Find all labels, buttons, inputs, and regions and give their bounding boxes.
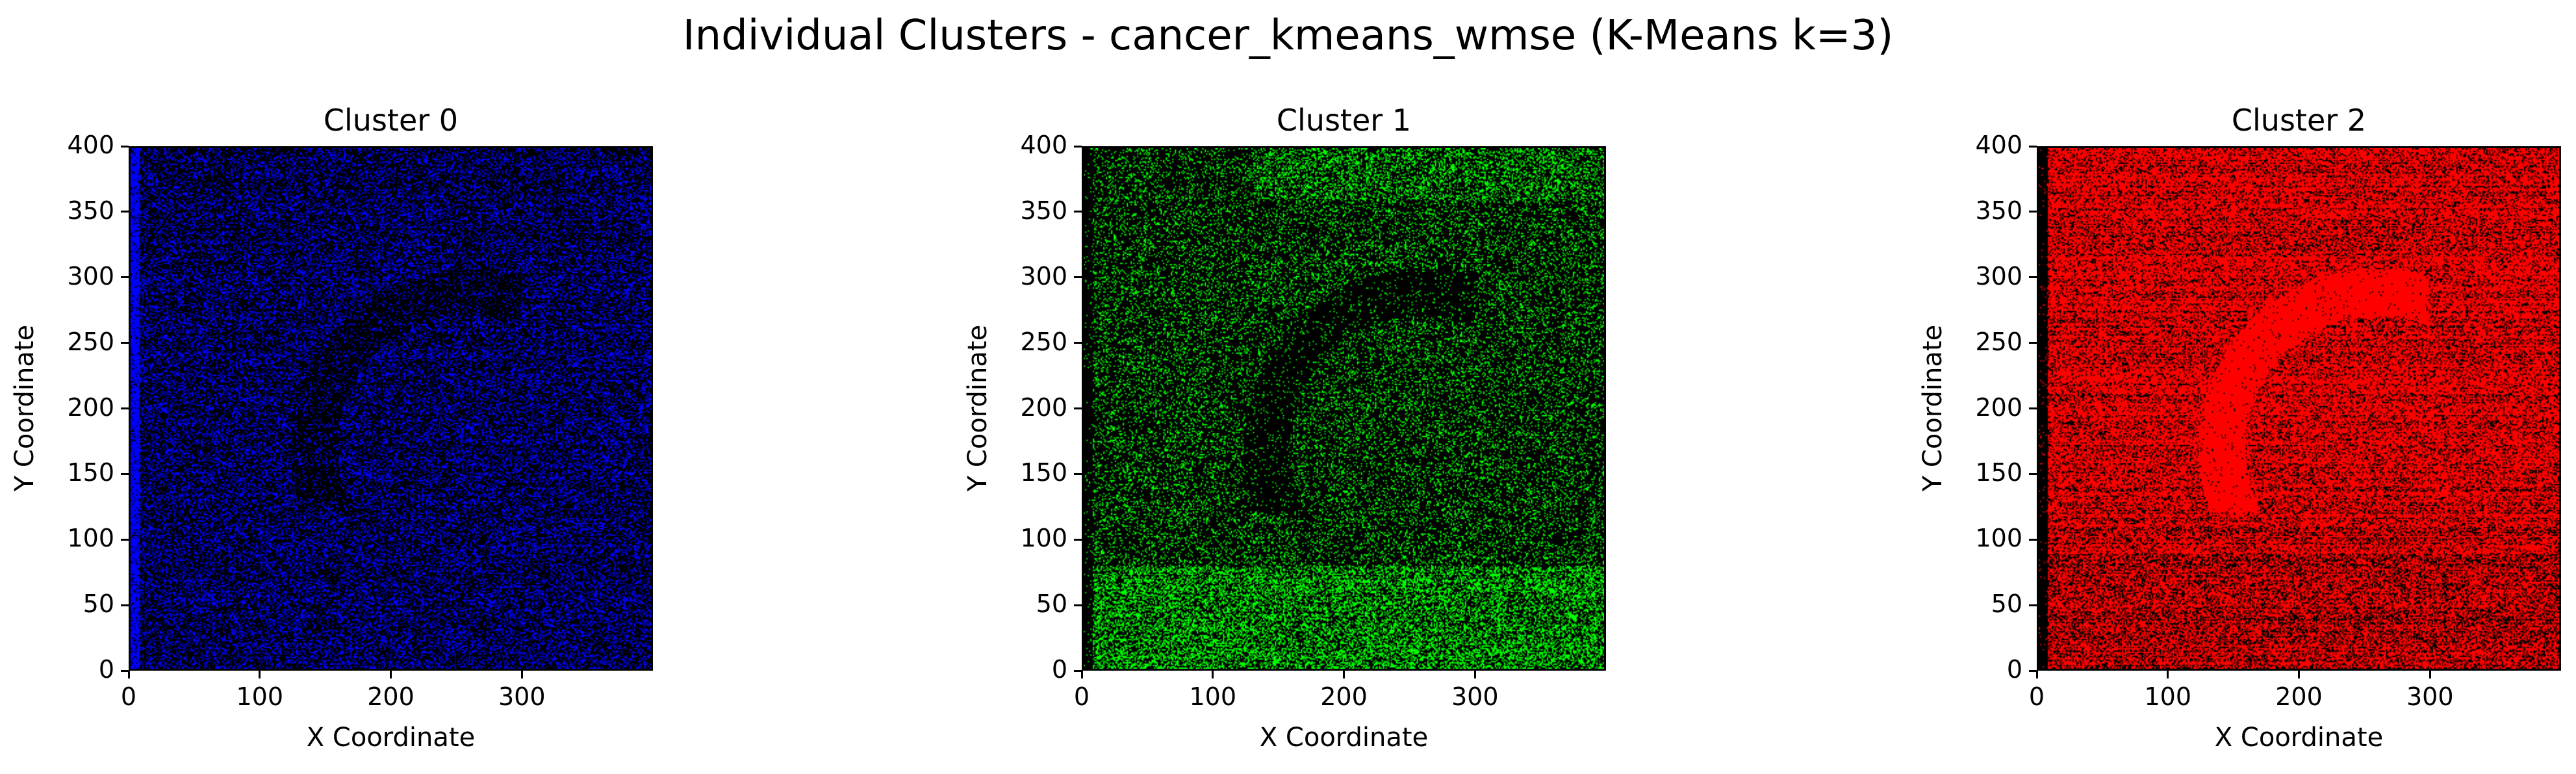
- y-tick-mark: [2029, 342, 2037, 344]
- x-tick-mark: [2167, 671, 2169, 678]
- y-tick-mark: [1074, 538, 1082, 541]
- y-tick-mark: [2029, 604, 2037, 606]
- y-tick-mark: [2029, 669, 2037, 672]
- y-tick-label: 300: [67, 261, 114, 290]
- y-tick-label: 400: [1975, 131, 2022, 159]
- x-tick-label: 300: [1451, 682, 1499, 711]
- y-tick-mark: [2029, 145, 2037, 148]
- cluster-map: [129, 146, 653, 671]
- x-axis-label: X Coordinate: [1259, 723, 1429, 753]
- y-tick-mark: [121, 145, 129, 148]
- y-tick-label: 200: [1975, 393, 2022, 422]
- y-tick-mark: [2029, 407, 2037, 409]
- y-tick-label: 400: [1020, 131, 1067, 159]
- x-tick-mark: [1080, 671, 1083, 678]
- y-tick-label: 200: [1020, 393, 1067, 422]
- y-tick-label: 50: [1991, 589, 2022, 619]
- y-tick-label: 400: [67, 131, 114, 159]
- x-tick-label: 300: [2406, 682, 2454, 711]
- y-tick-mark: [121, 604, 129, 606]
- x-tick-label: 200: [1320, 682, 1368, 711]
- y-tick-mark: [2029, 276, 2037, 279]
- x-tick-label: 100: [236, 682, 284, 711]
- cluster-pixels: [2039, 148, 2559, 669]
- x-axis-label: X Coordinate: [2214, 723, 2384, 753]
- panel-title: Cluster 2: [2231, 103, 2367, 138]
- y-tick-mark: [2029, 538, 2037, 541]
- y-tick-label: 50: [1036, 589, 1067, 619]
- y-tick-mark: [121, 276, 129, 279]
- y-tick-label: 0: [2006, 655, 2022, 684]
- y-axis-label: Y Coordinate: [10, 324, 40, 491]
- y-tick-label: 150: [67, 458, 114, 487]
- x-tick-label: 100: [1189, 682, 1237, 711]
- x-tick-label: 300: [498, 682, 546, 711]
- x-tick-label: 0: [120, 682, 137, 711]
- y-axis-label: Y Coordinate: [1918, 324, 1948, 491]
- panel-title: Cluster 0: [323, 103, 459, 138]
- y-tick-label: 300: [1975, 261, 2022, 290]
- y-tick-mark: [121, 538, 129, 541]
- y-tick-mark: [121, 472, 129, 475]
- y-tick-mark: [1074, 276, 1082, 279]
- y-tick-mark: [121, 407, 129, 409]
- y-tick-label: 200: [67, 393, 114, 422]
- y-tick-mark: [121, 211, 129, 213]
- y-tick-label: 350: [1020, 196, 1067, 225]
- y-tick-mark: [1074, 472, 1082, 475]
- y-tick-label: 100: [1975, 524, 2022, 553]
- y-tick-label: 100: [67, 524, 114, 553]
- y-tick-label: 0: [98, 655, 114, 684]
- y-tick-label: 250: [67, 327, 114, 356]
- y-tick-label: 300: [1020, 261, 1067, 290]
- y-tick-label: 0: [1051, 655, 1067, 684]
- x-tick-label: 200: [367, 682, 414, 711]
- y-tick-mark: [1074, 407, 1082, 409]
- x-tick-label: 0: [2028, 682, 2045, 711]
- x-axis-label: X Coordinate: [306, 723, 476, 753]
- x-tick-label: 100: [2144, 682, 2192, 711]
- cluster-map: [1082, 146, 1606, 671]
- x-tick-mark: [1473, 671, 1476, 678]
- x-tick-mark: [1212, 671, 1214, 678]
- x-tick-mark: [2035, 671, 2038, 678]
- y-axis-label: Y Coordinate: [963, 324, 993, 491]
- y-tick-mark: [1074, 342, 1082, 344]
- y-tick-label: 250: [1975, 327, 2022, 356]
- y-tick-label: 50: [83, 589, 114, 619]
- y-tick-label: 150: [1975, 458, 2022, 487]
- y-tick-mark: [1074, 145, 1082, 148]
- x-tick-label: 200: [2275, 682, 2323, 711]
- y-tick-label: 350: [67, 196, 114, 225]
- x-tick-mark: [520, 671, 523, 678]
- y-tick-label: 150: [1020, 458, 1067, 487]
- y-tick-mark: [2029, 211, 2037, 213]
- y-tick-label: 100: [1020, 524, 1067, 553]
- x-tick-mark: [1343, 671, 1345, 678]
- y-tick-mark: [121, 342, 129, 344]
- x-tick-mark: [259, 671, 261, 678]
- y-tick-mark: [2029, 472, 2037, 475]
- x-tick-mark: [2429, 671, 2431, 678]
- cluster-map: [2037, 146, 2561, 671]
- y-tick-label: 250: [1020, 327, 1067, 356]
- y-tick-mark: [1074, 669, 1082, 672]
- y-tick-mark: [1074, 211, 1082, 213]
- y-tick-mark: [1074, 604, 1082, 606]
- cluster-pixels: [131, 148, 651, 669]
- x-tick-label: 0: [1073, 682, 1090, 711]
- x-tick-mark: [2298, 671, 2300, 678]
- x-tick-mark: [127, 671, 130, 678]
- y-tick-label: 350: [1975, 196, 2022, 225]
- panel-title: Cluster 1: [1276, 103, 1412, 138]
- figure-title: Individual Clusters - cancer_kmeans_wmse…: [682, 12, 1894, 60]
- y-tick-mark: [121, 669, 129, 672]
- x-tick-mark: [390, 671, 392, 678]
- cluster-pixels: [1084, 148, 1604, 669]
